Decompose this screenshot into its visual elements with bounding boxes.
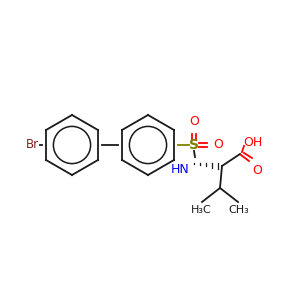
Text: Br: Br <box>26 139 39 152</box>
Text: HN: HN <box>170 163 189 176</box>
Text: O: O <box>189 115 199 128</box>
Text: O: O <box>213 139 223 152</box>
Text: OH: OH <box>243 136 262 148</box>
Text: O: O <box>252 164 262 177</box>
Text: H₃C: H₃C <box>190 205 212 215</box>
Text: CH₃: CH₃ <box>229 205 249 215</box>
Text: S: S <box>189 138 199 152</box>
